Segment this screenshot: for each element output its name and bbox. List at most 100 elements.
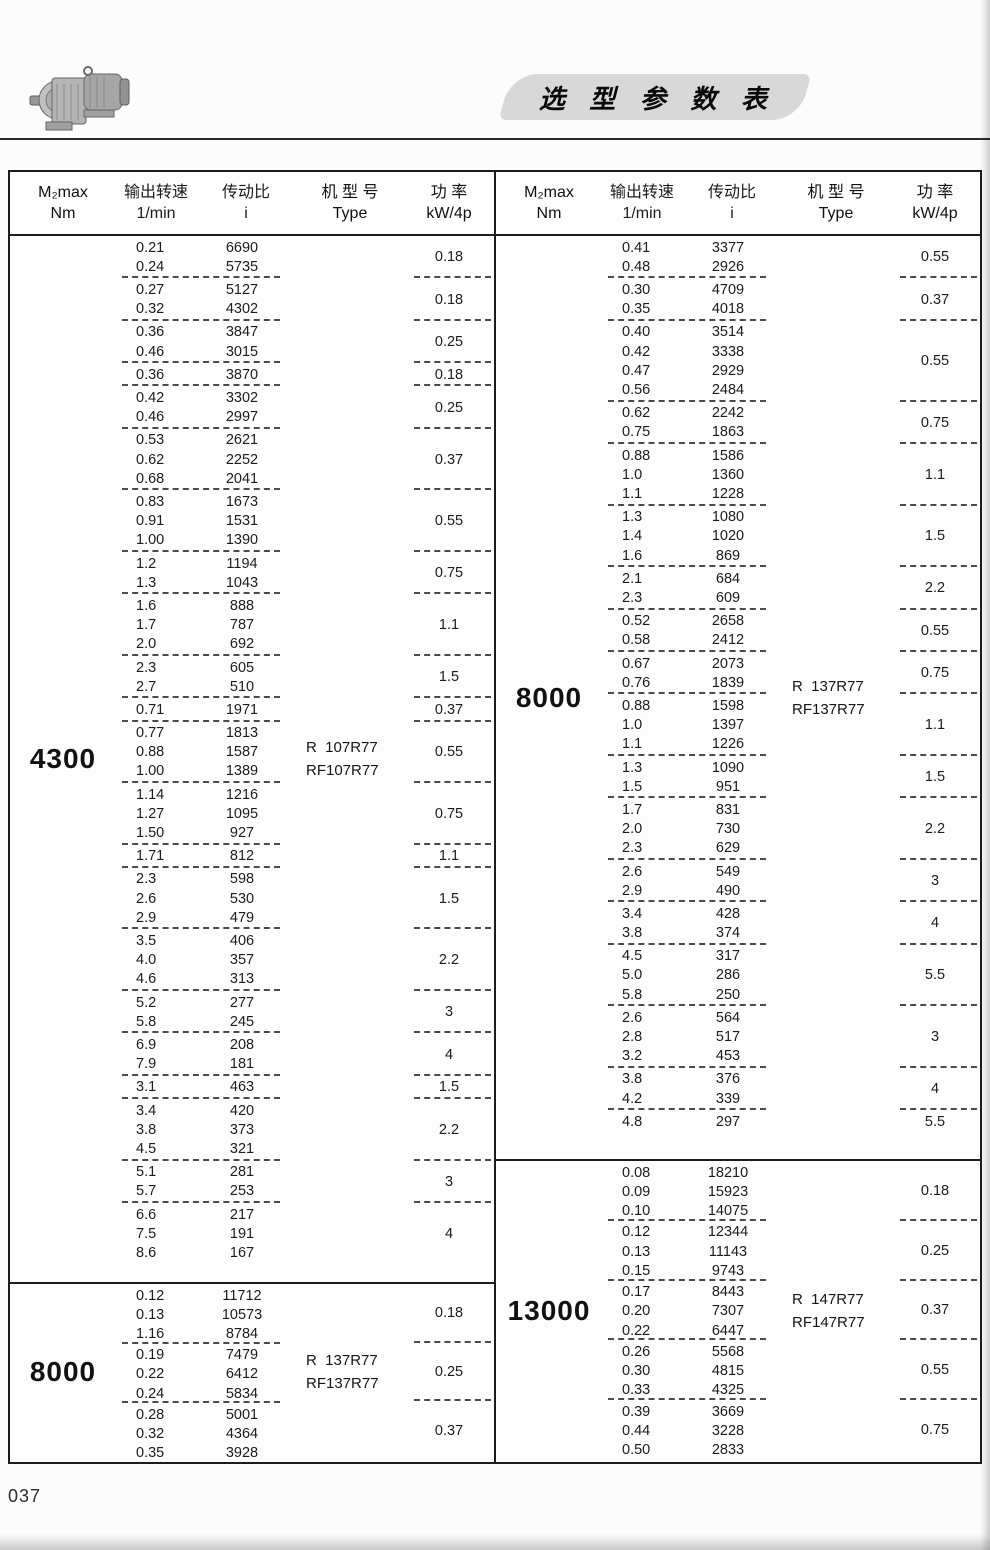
power-cell: 5.5	[890, 1110, 980, 1133]
speed-cell: 0.91	[136, 513, 165, 530]
ratio-group: 0.88 1598 1.0 1397 1.1 1226	[602, 694, 782, 756]
table-row: 4.5 321	[116, 1139, 296, 1158]
speed-cell: 4.0	[136, 952, 157, 969]
table-row: 1.3 1080	[602, 508, 782, 527]
speed-cell: 0.15	[622, 1262, 651, 1279]
power-cell: 0.55	[890, 321, 980, 402]
speed-cell: 0.09	[622, 1183, 651, 1200]
table-row: 4.6 313	[116, 970, 296, 989]
ratio-cell: 1090	[711, 759, 745, 776]
table-row: 0.36 3847	[116, 323, 296, 342]
table-row: 0.50 2833	[602, 1441, 782, 1460]
table-row: 0.15 9743	[602, 1261, 782, 1280]
speed-cell: 3.4	[136, 1102, 157, 1119]
table-row: 0.19 7479	[116, 1346, 296, 1365]
ratio-cell: 10573	[221, 1306, 263, 1323]
ratio-group: 4.5 317 5.0 286 5.8 250	[602, 945, 782, 1007]
power-cell: 1.5	[404, 656, 494, 699]
speed-cell: 1.1	[622, 485, 643, 502]
table-row: 0.30 4815	[602, 1362, 782, 1381]
speed-cell: 5.8	[622, 986, 643, 1003]
ratio-group: 0.27 5127 0.32 4302	[116, 278, 296, 322]
ratio-cell: 1813	[225, 725, 259, 742]
speed-cell: 3.8	[622, 925, 643, 942]
ratio-cell: 8784	[225, 1325, 259, 1342]
ratio-cell: 609	[715, 589, 741, 606]
power-cell: 1.5	[890, 506, 980, 568]
table-row: 0.40 3514	[602, 323, 782, 342]
speed-cell: 1.4	[622, 528, 643, 545]
speed-cell: 1.14	[136, 786, 165, 803]
table-row: 0.12 12344	[602, 1223, 782, 1242]
ratio-cell: 3302	[225, 389, 259, 406]
power-cell: 1.1	[404, 594, 494, 656]
power-value: 1.5	[924, 769, 946, 786]
speed-cell: 0.39	[622, 1403, 651, 1420]
ratio-cell: 297	[715, 1113, 741, 1130]
ratio-cell: 3377	[711, 239, 745, 256]
table-row: 0.41 3377	[602, 238, 782, 257]
ratio-cell: 1389	[225, 763, 259, 780]
table-row: 1.6 888	[116, 596, 296, 615]
speed-cell: 0.30	[622, 1363, 651, 1380]
speed-cell: 1.2	[136, 555, 157, 572]
table-row: 0.22 6412	[116, 1365, 296, 1384]
speed-cell: 0.21	[136, 239, 165, 256]
type-label: RF137R77	[792, 700, 865, 718]
power-cell: 0.18	[404, 1284, 494, 1343]
power-value: 2.2	[438, 952, 460, 969]
column-header-torque: M₂max Nm	[38, 184, 88, 222]
power-column: 0.18 0.25 0.37	[404, 1284, 494, 1460]
speed-cell: 1.50	[136, 825, 165, 842]
ratio-cell: 1863	[711, 424, 745, 441]
ratio-cell: 3015	[225, 343, 259, 360]
table-row: 0.20 7307	[602, 1302, 782, 1321]
column-header-type: 机 型 号 Type	[807, 184, 865, 222]
power-value: 0.75	[434, 565, 464, 582]
power-cell: 3	[404, 1161, 494, 1204]
speed-cell: 0.42	[136, 389, 165, 406]
power-cell: 1.1	[890, 444, 980, 506]
speed-cell: 5.7	[136, 1183, 157, 1200]
table-row: 1.7 787	[116, 616, 296, 635]
ratio-cell: 11143	[708, 1243, 748, 1260]
speed-cell: 0.17	[622, 1284, 651, 1301]
page-number: 037	[8, 1486, 42, 1506]
ratio-cell: 463	[229, 1079, 255, 1096]
column-header-power: 功 率 kW/4p	[426, 184, 472, 222]
ratio-cell: 1194	[226, 555, 258, 572]
power-value: 4	[444, 1046, 454, 1063]
ratio-cell: 3847	[225, 324, 259, 341]
speed-cell: 0.44	[622, 1422, 651, 1439]
ratio-group: 0.36 3847 0.46 3015	[116, 321, 296, 364]
speed-cell: 0.12	[136, 1287, 165, 1304]
ratio-cell: 629	[715, 840, 741, 857]
scan-edge-bottom	[0, 1534, 990, 1550]
speed-cell: 0.50	[622, 1442, 651, 1459]
ratio-cell: 4709	[711, 281, 745, 298]
ratio-cell: 12344	[707, 1224, 749, 1241]
power-value: 0.37	[920, 291, 950, 308]
table-row: 0.48 2926	[602, 257, 782, 276]
ratio-cell: 7307	[711, 1303, 745, 1320]
speed-cell: 3.1	[136, 1079, 157, 1096]
ratio-group: 4.8 297	[602, 1110, 782, 1133]
power-value: 1.5	[438, 669, 460, 686]
table-row: 5.0 286	[602, 966, 782, 985]
column-header-speed: 输出转速 1/min	[609, 184, 674, 222]
table-header: M₂max Nm 输出转速 1/min 传动比 i 机 型 号 Type	[496, 172, 980, 236]
speed-cell: 3.4	[622, 905, 643, 922]
speed-cell: 4.5	[622, 948, 643, 965]
ratio-cell: 357	[229, 952, 255, 969]
power-cell: 0.75	[404, 552, 494, 595]
speed-cell: 1.1	[622, 736, 643, 753]
ratio-cell: 453	[715, 1048, 741, 1065]
speed-cell: 1.27	[136, 805, 165, 822]
speed-cell: 0.32	[136, 301, 165, 318]
table-row: 0.26 5568	[602, 1342, 782, 1361]
power-value: 0.75	[920, 665, 950, 682]
power-cell: 0.25	[404, 386, 494, 430]
ratio-cell: 684	[715, 570, 741, 587]
speed-cell: 1.00	[136, 763, 165, 780]
ratio-cell: 1587	[225, 744, 259, 761]
